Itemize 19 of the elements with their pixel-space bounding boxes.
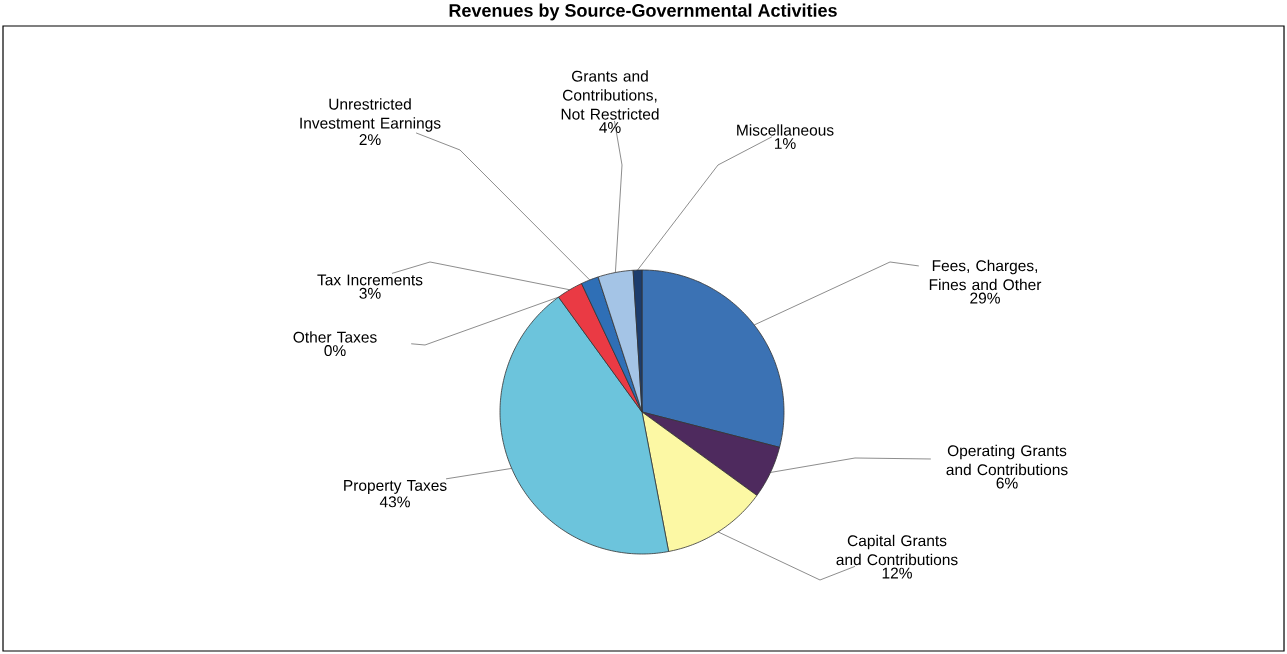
data-label: 3% [359, 287, 381, 299]
slice-label: Miscellaneous [737, 124, 834, 136]
category-label: Other Taxes [293, 331, 377, 343]
data-label: 29% [970, 292, 1000, 304]
data-label: 2% [359, 134, 381, 146]
slice-label: Capital Grants and Contributions [836, 534, 958, 566]
data-label: 6% [996, 477, 1018, 489]
data-label: 43% [379, 496, 410, 508]
text: 0% [324, 345, 346, 357]
slice-label: Grants and Contributions, Not Restricted [561, 70, 659, 120]
slice-label: Unrestricted Investment Earnings [300, 98, 441, 132]
slice-label: Fees, Charges, Fines and Other [929, 259, 1042, 291]
data-label: 12% [882, 567, 912, 579]
slice-label: Operating Grants and Contributions [946, 444, 1068, 476]
data-label: 1% [774, 138, 796, 149]
data-label: 4% [599, 122, 621, 133]
slice-label: Tax Increments [317, 274, 423, 286]
slice-label: Property Taxes [344, 480, 447, 494]
chart-title: Revenues by Source-Governmental Activities [449, 3, 837, 21]
